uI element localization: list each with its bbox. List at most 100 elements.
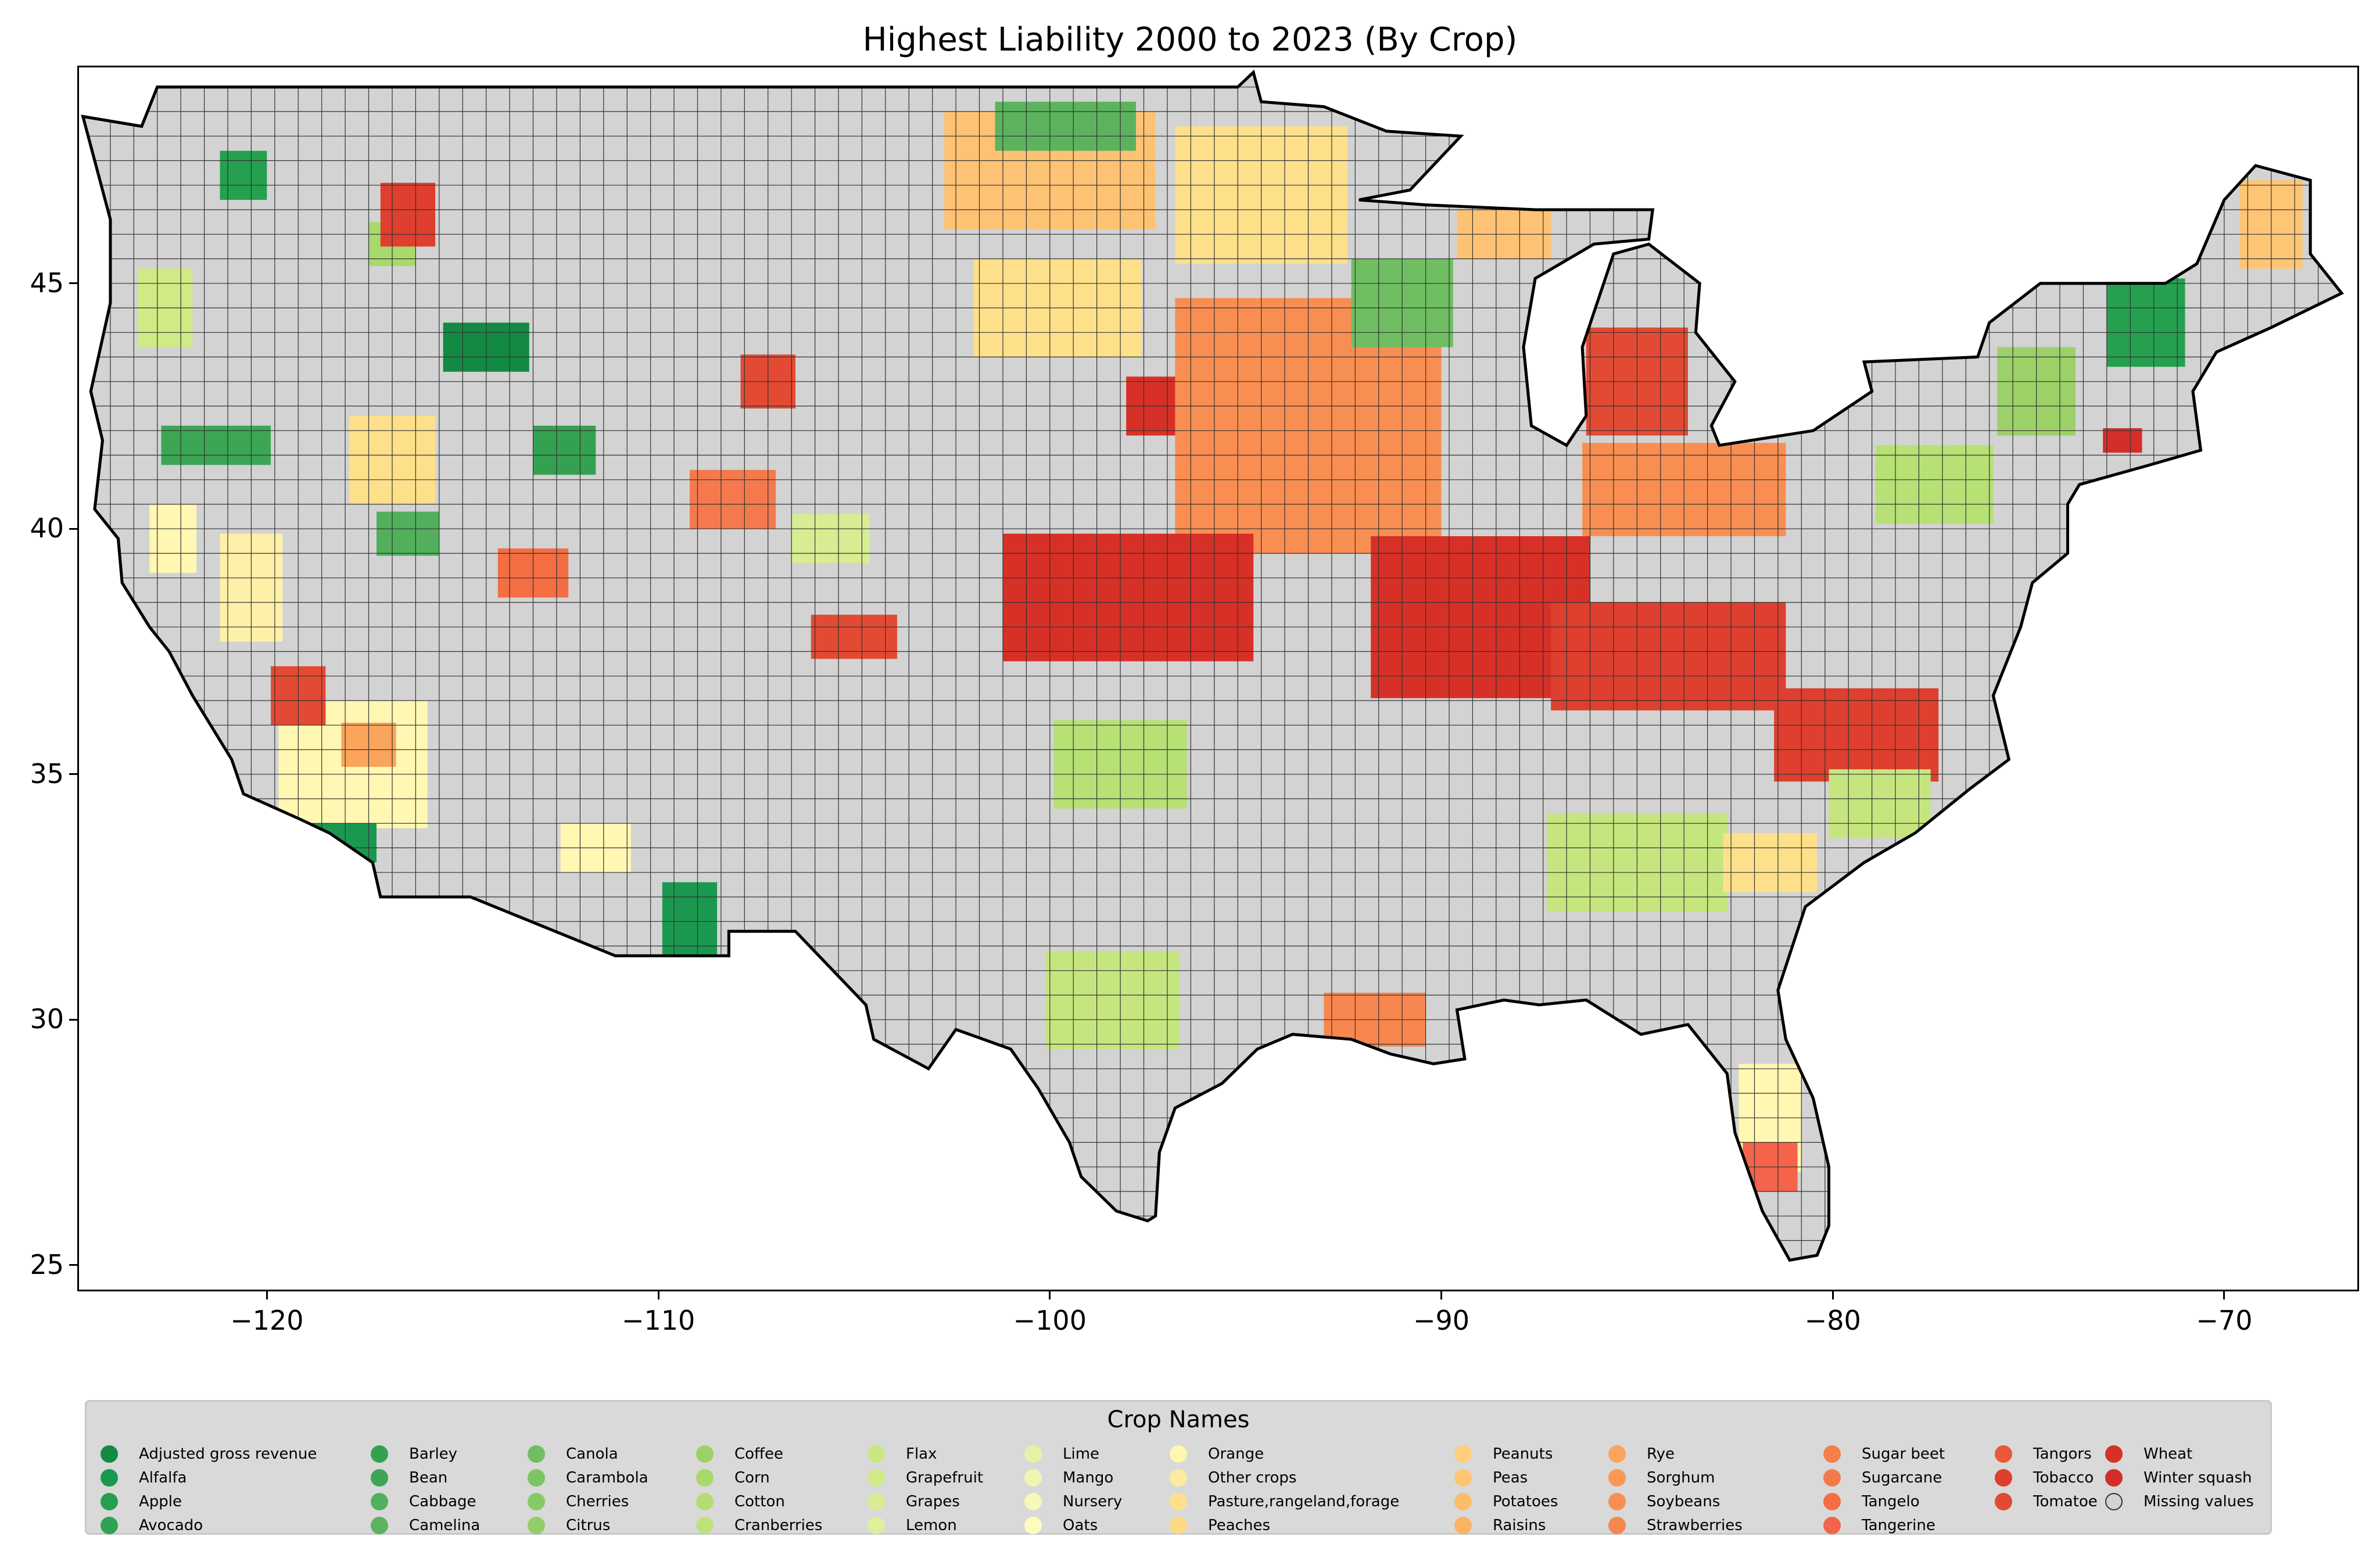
legend-item: Oats <box>1024 1514 1098 1537</box>
legend-label: Flax <box>906 1445 937 1463</box>
legend-swatch <box>1170 1493 1187 1510</box>
legend-swatch <box>868 1493 885 1510</box>
legend-swatch <box>696 1493 714 1510</box>
legend-item: Cotton <box>696 1490 785 1513</box>
crop-region-winter-squash <box>2103 428 2142 453</box>
legend-label: Mango <box>1063 1469 1114 1487</box>
x-tick-mark <box>1049 1291 1051 1299</box>
legend-swatch <box>1170 1445 1187 1463</box>
legend-item: Coffee <box>696 1442 783 1466</box>
legend-item: Nursery <box>1024 1490 1122 1513</box>
crop-region-peaches <box>1723 833 1818 892</box>
legend-swatch <box>101 1445 118 1463</box>
x-tick-mark <box>266 1291 268 1299</box>
x-tick-mark <box>2223 1291 2225 1299</box>
crop-region-tomatoe <box>811 615 897 659</box>
legend-swatch <box>1608 1517 1626 1534</box>
crop-region-cabbage <box>377 511 439 556</box>
legend-label: Lemon <box>906 1517 957 1534</box>
legend-item: Flax <box>868 1442 937 1466</box>
legend-swatch <box>868 1445 885 1463</box>
legend-item: Camelina <box>371 1514 480 1537</box>
legend-swatch <box>2105 1445 2123 1463</box>
crop-region-bean <box>161 425 271 465</box>
legend-swatch <box>101 1517 118 1534</box>
legend-item: Raisins <box>1454 1514 1546 1537</box>
legend-label: Avocado <box>139 1517 203 1534</box>
x-tick-mark <box>1831 1291 1834 1299</box>
legend-item: Citrus <box>528 1514 610 1537</box>
crop-region-nursery <box>149 504 197 573</box>
x-tick-label: −70 <box>2196 1305 2253 1336</box>
legend-label: Raisins <box>1493 1517 1546 1534</box>
legend-label: Other crops <box>1208 1469 1297 1487</box>
legend-swatch <box>371 1517 388 1534</box>
y-tick-label: 35 <box>30 758 64 789</box>
y-tick-mark <box>69 773 77 776</box>
legend-swatch <box>1995 1469 2012 1487</box>
legend-item: Sugar beet <box>1823 1442 1945 1466</box>
x-tick-label: −120 <box>230 1305 304 1336</box>
legend-swatch <box>1024 1493 1042 1510</box>
y-tick-mark <box>69 527 77 530</box>
legend-swatch <box>371 1445 388 1463</box>
legend-item: Alfalfa <box>101 1466 187 1489</box>
legend-label: Oats <box>1063 1517 1098 1534</box>
crop-region-cotton <box>1829 769 1931 838</box>
legend-label: Rye <box>1647 1445 1675 1463</box>
legend-label: Sorghum <box>1647 1469 1715 1487</box>
legend-swatch <box>868 1469 885 1487</box>
legend-swatch <box>1454 1445 1472 1463</box>
legend-item: Adjusted gross revenue <box>101 1442 317 1466</box>
legend-item: Cranberries <box>696 1514 822 1537</box>
legend-swatch <box>1823 1445 1841 1463</box>
crop-region-cotton <box>1046 951 1180 1049</box>
legend-label: Wheat <box>2144 1445 2193 1463</box>
legend-item: Orange <box>1170 1442 1264 1466</box>
legend-item: Tangors <box>1995 1442 2092 1466</box>
legend-label: Grapes <box>906 1493 960 1510</box>
legend-label: Pasture,rangeland,forage <box>1208 1493 1400 1510</box>
legend-swatch <box>1170 1517 1187 1534</box>
legend-swatch <box>1995 1493 2012 1510</box>
legend-label: Camelina <box>409 1517 481 1534</box>
legend-label: Cabbage <box>409 1493 476 1510</box>
legend-swatch <box>1024 1445 1042 1463</box>
legend-item: Tangelo <box>1823 1490 1920 1513</box>
x-tick-label: −80 <box>1804 1305 1861 1336</box>
legend-item: Canola <box>528 1442 618 1466</box>
legend-item: Potatoes <box>1454 1490 1558 1513</box>
legend-swatch <box>2105 1469 2123 1487</box>
legend-swatch <box>2105 1493 2123 1510</box>
legend-item: Tobacco <box>1995 1466 2094 1489</box>
x-tick-mark <box>1440 1291 1442 1299</box>
legend-swatch <box>696 1469 714 1487</box>
crop-region-corn <box>1876 445 1994 524</box>
legend-item: Pasture,rangeland,forage <box>1170 1490 1399 1513</box>
y-tick-mark <box>69 1264 77 1266</box>
y-tick-label: 40 <box>30 512 64 544</box>
legend-label: Canola <box>566 1445 618 1463</box>
legend-item: Cherries <box>528 1490 629 1513</box>
crop-region-grapes <box>791 514 870 563</box>
legend-swatch <box>868 1517 885 1534</box>
legend-swatch <box>1823 1493 1841 1510</box>
legend-label: Peanuts <box>1493 1445 1553 1463</box>
legend-label: Coffee <box>734 1445 783 1463</box>
legend-item: Peaches <box>1170 1514 1270 1537</box>
legend-item: Rye <box>1608 1442 1675 1466</box>
legend-item: Missing values <box>2105 1490 2254 1513</box>
legend-label: Cherries <box>566 1493 629 1510</box>
legend-label: Strawberries <box>1647 1517 1743 1534</box>
legend-label: Sugarcane <box>1862 1469 1942 1487</box>
x-tick-label: −110 <box>621 1305 696 1336</box>
legend-item: Avocado <box>101 1514 203 1537</box>
legend-item: Bean <box>371 1466 447 1489</box>
legend-swatch <box>1024 1517 1042 1534</box>
legend-swatch <box>1170 1469 1187 1487</box>
legend-item: Grapefruit <box>868 1466 983 1489</box>
us-county-map <box>81 69 2344 1262</box>
legend-item: Peas <box>1454 1466 1528 1489</box>
legend-swatch <box>1608 1445 1626 1463</box>
legend-item: Peanuts <box>1454 1442 1553 1466</box>
